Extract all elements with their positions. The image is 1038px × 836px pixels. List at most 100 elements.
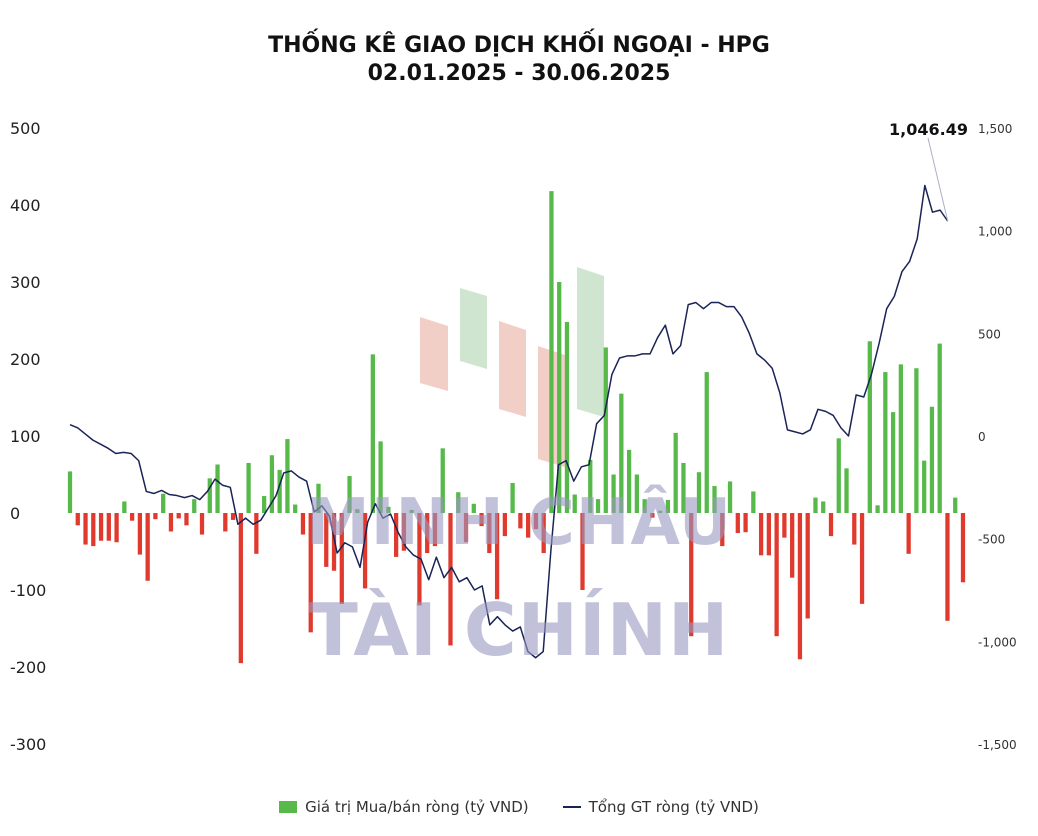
bar [510, 482, 515, 513]
legend-label-bars: Giá trị Mua/bán ròng (tỷ VND) [305, 798, 529, 816]
bar [502, 513, 507, 537]
bar [836, 438, 841, 513]
bar [67, 471, 73, 513]
bar [883, 372, 888, 513]
bar [215, 464, 220, 513]
y-axis-left: 500 400 300 200 100 0 -100 -200 -300 [10, 119, 46, 754]
y-right-tick-label: 1,000 [978, 225, 1012, 239]
bar [386, 506, 391, 513]
bar [805, 513, 810, 619]
bar [192, 499, 197, 513]
bar [129, 513, 135, 521]
bar [658, 510, 663, 513]
bar [207, 478, 212, 513]
bar [277, 469, 282, 513]
y-right-tick-label: 0 [978, 430, 986, 444]
bar [751, 491, 756, 513]
bar [479, 513, 484, 527]
bar [184, 513, 189, 526]
bar [425, 513, 430, 554]
watermark-candle-2 [460, 288, 487, 369]
bar-series [67, 191, 966, 664]
bar [238, 513, 243, 664]
bar [331, 513, 337, 571]
bar [735, 513, 740, 534]
y-right-tick-label: 500 [978, 327, 1001, 341]
bar [626, 449, 632, 513]
bar [650, 513, 655, 518]
bar [176, 513, 181, 519]
bar [448, 513, 453, 646]
y-axis-right: 1,500 1,000 500 0 -500 -1,000 -1,500 [978, 122, 1017, 752]
bar [137, 513, 143, 555]
bar [432, 513, 438, 547]
bar [106, 513, 111, 541]
cumulative-line [69, 184, 949, 659]
bar [673, 432, 678, 513]
bar [417, 513, 422, 606]
chart-title-line2: 02.01.2025 - 30.06.2025 [367, 61, 671, 86]
y-left-tick-label: 100 [10, 427, 41, 446]
bar [246, 462, 251, 513]
bar [960, 513, 966, 583]
bar [518, 513, 523, 529]
bar [929, 406, 935, 513]
bar [401, 513, 407, 551]
bar [859, 513, 865, 604]
bar [494, 513, 500, 600]
bar [153, 513, 158, 520]
legend-swatch-bar [279, 801, 298, 813]
y-left-tick-label: 200 [10, 350, 41, 369]
bar [114, 513, 119, 543]
bar [611, 474, 616, 513]
annotation-leader-line [927, 137, 949, 222]
bar [665, 499, 671, 513]
bar [230, 513, 236, 520]
bar [758, 513, 764, 556]
bar [875, 505, 880, 513]
bar [790, 513, 795, 578]
y-left-tick-label: 400 [10, 196, 41, 215]
y-left-tick-label: 500 [10, 119, 41, 138]
bar [362, 513, 368, 589]
bar [339, 513, 344, 604]
bar [98, 513, 104, 541]
bar [890, 412, 896, 513]
bar [696, 472, 702, 513]
legend-item-bars[interactable]: Giá trị Mua/bán ròng (tỷ VND) [279, 798, 529, 816]
bar [487, 513, 492, 554]
bar [588, 459, 593, 513]
bar [456, 492, 461, 513]
bar [821, 501, 826, 513]
bar [595, 499, 601, 513]
watermark-candles [420, 267, 604, 467]
bar [828, 513, 834, 537]
bar [161, 493, 166, 513]
bar [704, 372, 709, 513]
bar [316, 483, 321, 513]
bar [254, 513, 259, 554]
bar [712, 486, 717, 513]
chart-title-line1: THỐNG KÊ GIAO DỊCH KHỐI NGOẠI - HPG [268, 33, 770, 58]
bar [689, 513, 694, 637]
bar [168, 513, 174, 532]
bar [797, 513, 803, 660]
bar [852, 513, 857, 545]
bar [619, 393, 624, 513]
watermark-candle-1 [420, 317, 448, 391]
y-left-tick-label: 0 [10, 504, 20, 523]
bar [774, 513, 779, 637]
bar [844, 468, 849, 513]
y-left-tick-label: -200 [10, 658, 46, 677]
watermark-candle-5 [577, 267, 604, 417]
bar [533, 513, 539, 530]
bar [324, 513, 329, 567]
bar [727, 481, 733, 513]
bar [471, 503, 476, 513]
legend-item-line[interactable]: Tổng GT ròng (tỷ VND) [562, 798, 759, 816]
bar [355, 509, 360, 513]
bar [122, 501, 127, 513]
annotation-group: 1,046.49 [889, 120, 968, 222]
bar [541, 513, 546, 554]
